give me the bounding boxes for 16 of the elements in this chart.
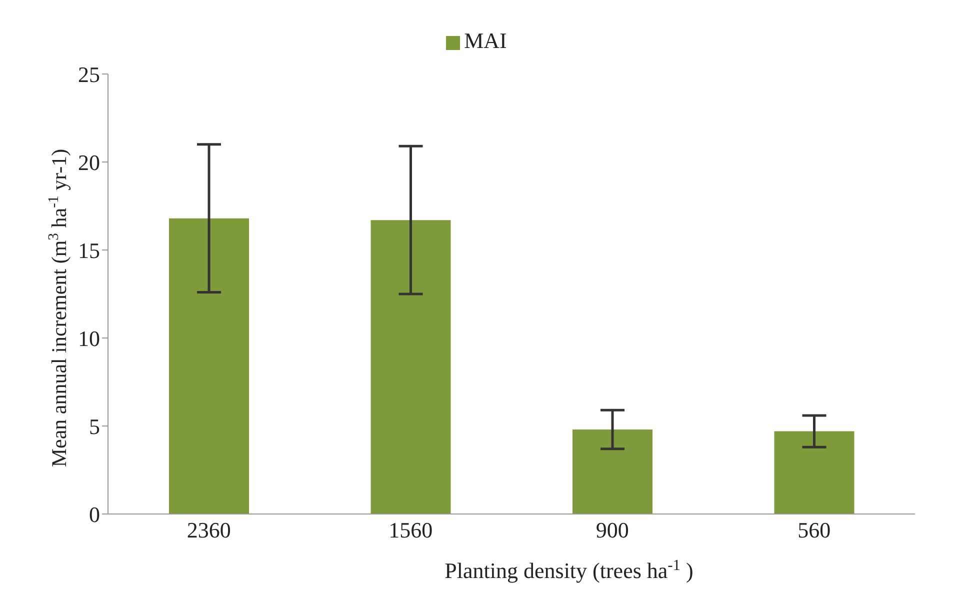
bar (370, 220, 451, 514)
legend-label: MAI (464, 28, 507, 53)
y-tick-label: 0 (89, 502, 100, 527)
x-axis-title: Planting density (trees ha$^{-1}$) (444, 556, 694, 583)
x-tick-label: 900 (596, 518, 629, 543)
x-tick-label: 560 (798, 518, 831, 543)
bar (774, 431, 854, 514)
y-tick-label: 15 (78, 238, 100, 263)
bar (572, 430, 652, 514)
y-tick-label: 10 (78, 326, 100, 351)
x-tick-label: 1560 (388, 518, 433, 543)
y-tick-label: 5 (89, 414, 100, 439)
bar (169, 218, 249, 514)
x-tick-label: 2360 (186, 518, 231, 543)
y-tick-label: 25 (78, 62, 100, 87)
y-tick-label: 20 (78, 150, 100, 175)
